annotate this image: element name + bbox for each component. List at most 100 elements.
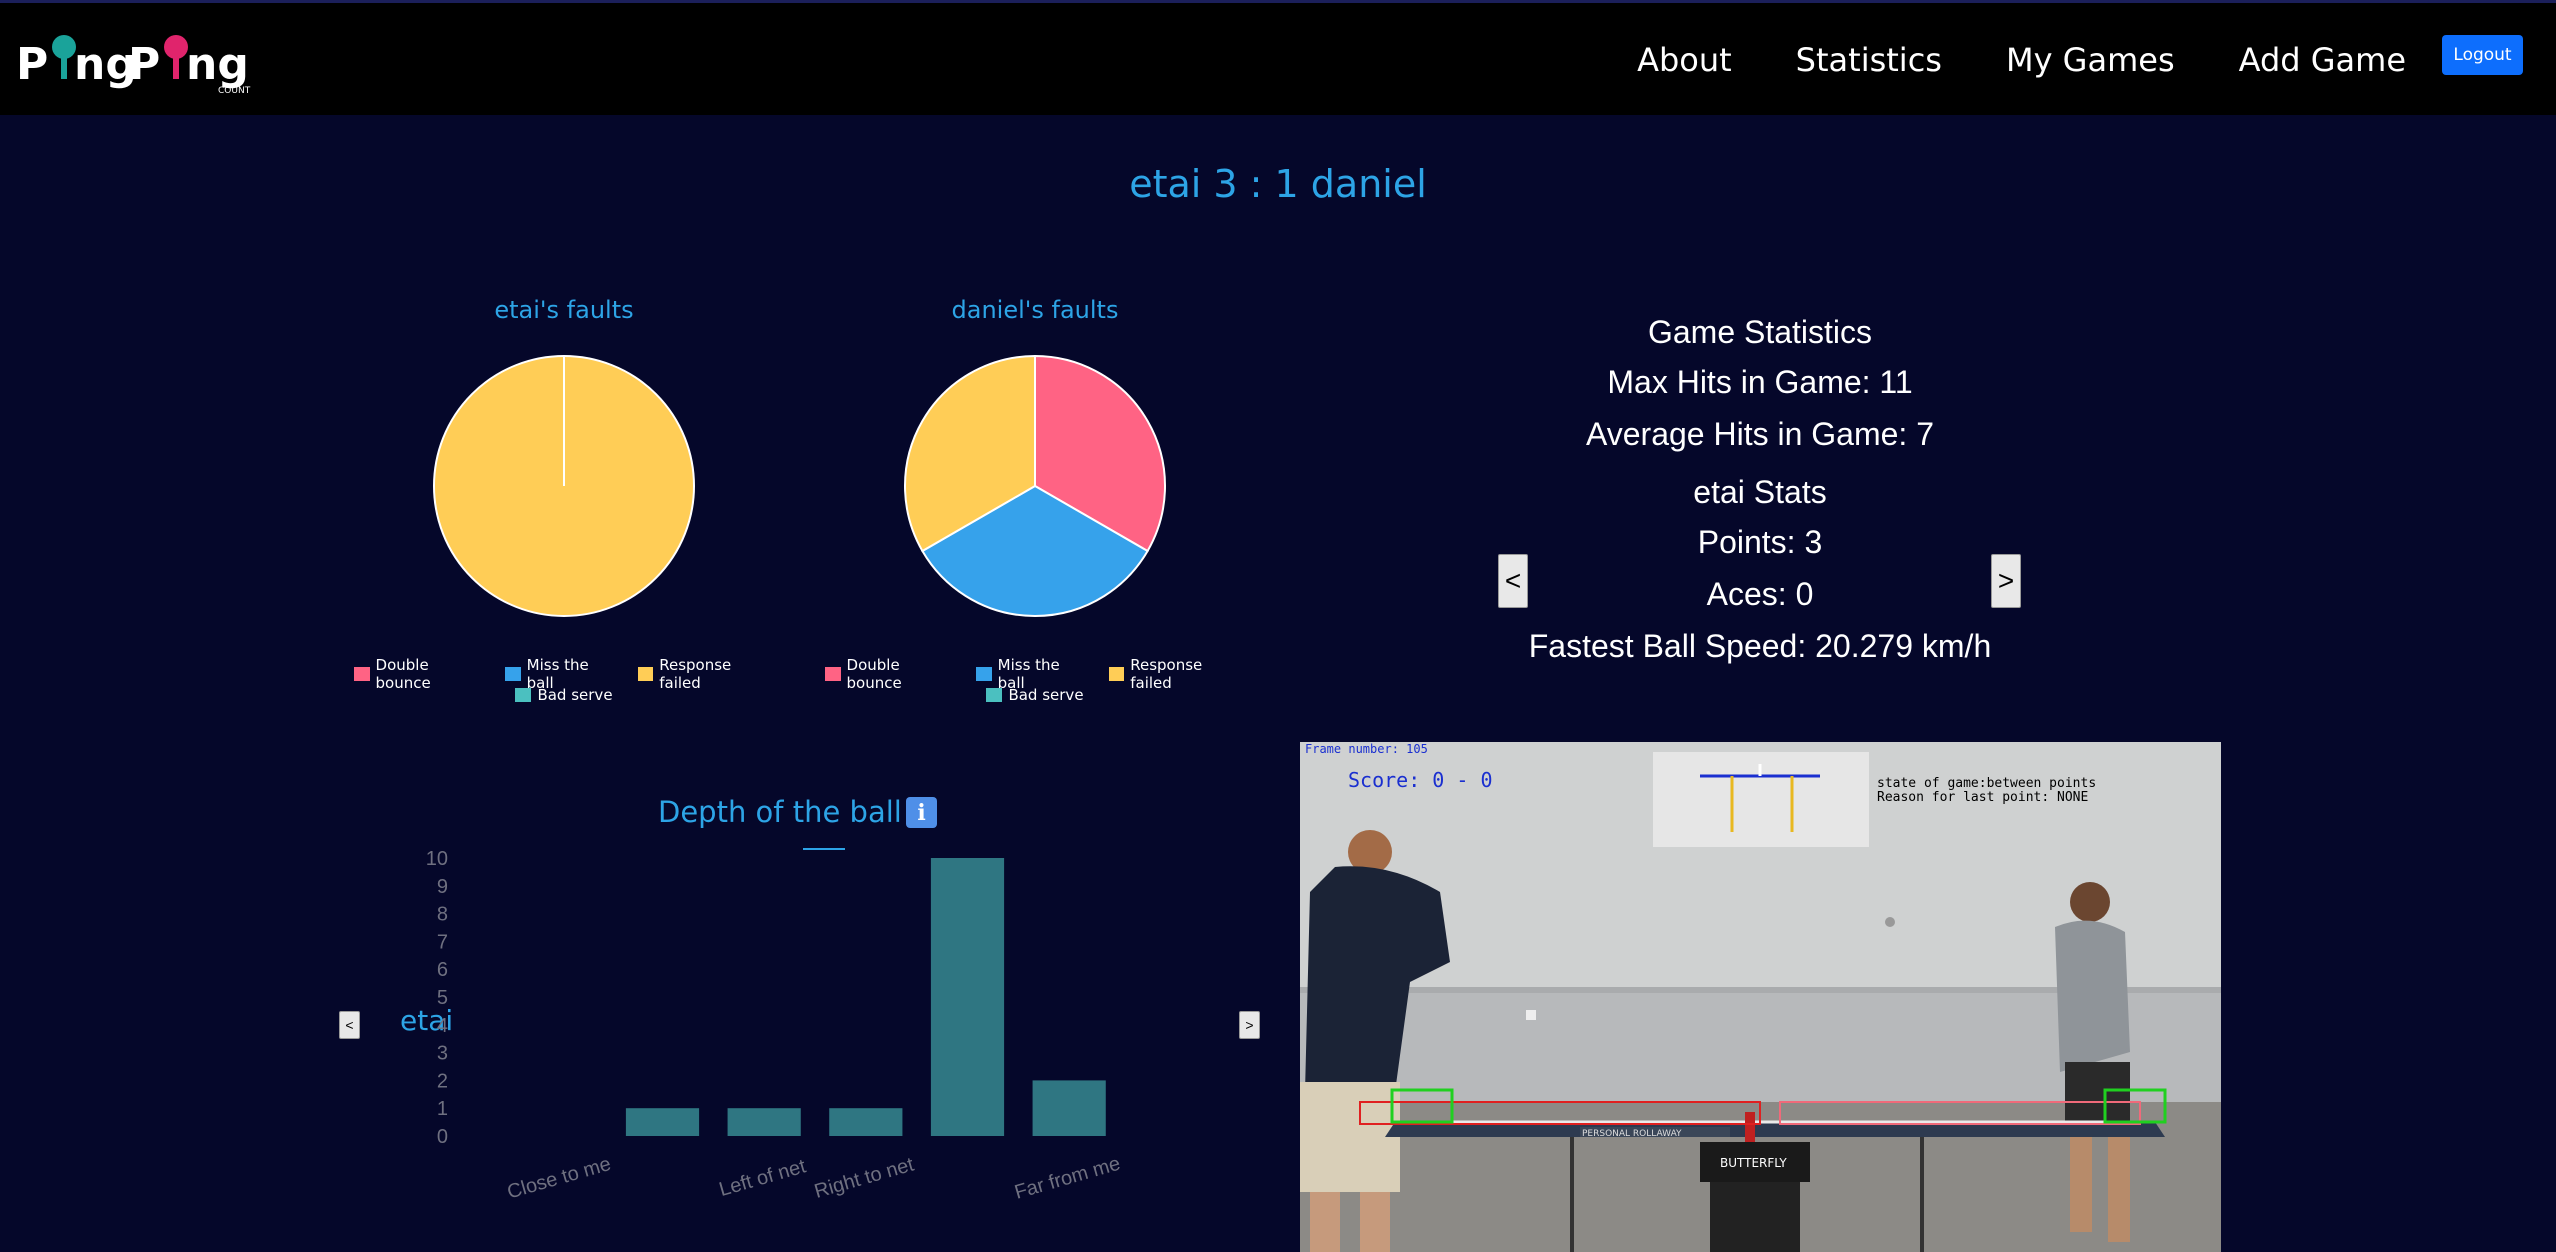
depth-bar[interactable]	[930, 858, 1005, 1136]
stats-heading: Game Statistics	[1647, 314, 1873, 350]
legend-label: Response failed	[1130, 656, 1203, 692]
legend-label: Bad serve	[1008, 686, 1084, 704]
table-leg	[1920, 1137, 1924, 1252]
y-tick-label: 6	[437, 959, 448, 981]
player-left-leg	[1360, 1192, 1390, 1252]
legend-response-failed[interactable]: Response failed	[637, 656, 774, 692]
pie-legend-row-2: Bad serve	[825, 686, 1245, 704]
player-stats-heading: etai Stats	[1693, 474, 1827, 510]
pie-slice-response-failed[interactable]	[904, 354, 1036, 553]
video-still: Frame number: 105 Score: 0 - 0 state of …	[1300, 742, 2221, 1252]
daniel-faults-chart: daniel's faults Double bounce Miss the b…	[825, 296, 1245, 716]
stat-average-hits: Average Hits in Game: 7	[1585, 416, 1934, 452]
pie-title: daniel's faults	[951, 296, 1119, 324]
table-banner-text: PERSONAL ROLLAWAY	[1582, 1129, 1682, 1139]
depth-chart-title: Depth of the ball	[658, 795, 902, 829]
x-tick-label: Left of net	[717, 1155, 809, 1201]
legend-double-bounce[interactable]: Double bounce	[354, 656, 485, 692]
stat-max-hits: Max Hits in Game: 11	[1607, 364, 1913, 400]
pie-chart-etai[interactable]	[354, 336, 774, 636]
wall-stripe	[1300, 987, 2221, 993]
depth-next-player-button[interactable]: >	[1239, 1011, 1260, 1039]
logout-button[interactable]: Logout	[2442, 35, 2523, 75]
y-tick-label: 9	[437, 876, 448, 898]
depth-bar[interactable]	[1032, 1080, 1106, 1136]
logo-graphic: P ng P ng COUNT	[16, 35, 251, 96]
pie-legend-row-2: Bad serve	[354, 686, 774, 704]
legend-swatch	[505, 667, 521, 681]
nav-statistics[interactable]: Statistics	[1795, 41, 1942, 79]
stat-fastest-ball-speed: Fastest Ball Speed: 20.279 km/h	[1528, 628, 1992, 664]
nav-add-game[interactable]: Add Game	[2238, 41, 2406, 79]
pie-slice-double-bounce[interactable]	[1034, 354, 1166, 553]
player-right-leg	[2070, 1132, 2092, 1232]
stats-next-player-button[interactable]: >	[1991, 554, 2021, 608]
title-underline	[803, 848, 845, 850]
navbar: P ng P ng COUNT About Statistics My Game…	[0, 3, 2556, 115]
frame-number-text: Frame number: 105	[1305, 742, 1428, 756]
nav-about[interactable]: About	[1637, 41, 1732, 79]
depth-prev-player-button[interactable]: <	[339, 1011, 360, 1039]
depth-bar[interactable]	[829, 1108, 903, 1136]
legend-bad-serve[interactable]: Bad serve	[515, 686, 613, 704]
x-tick-label: Close to me	[505, 1153, 614, 1204]
legend-label: Miss the ball	[997, 656, 1060, 692]
depth-bar[interactable]	[625, 1108, 700, 1136]
legend-swatch	[986, 688, 1003, 702]
stats-prev-player-button[interactable]: <	[1498, 554, 1528, 608]
game-state-text: state of game:between points	[1877, 776, 2096, 791]
legend-label: Miss the ball	[526, 656, 589, 692]
logo-subtext: COUNT	[218, 86, 251, 96]
stat-aces: Aces: 0	[1706, 576, 1814, 612]
wall-fixture	[1885, 917, 1895, 927]
game-video-frame[interactable]: Frame number: 105 Score: 0 - 0 state of …	[1300, 742, 2221, 1252]
legend-label: Double bounce	[846, 656, 902, 692]
legend-swatch	[976, 667, 992, 681]
table-banner	[1580, 1127, 1730, 1137]
legend-swatch	[825, 667, 841, 681]
y-tick-label: 1	[437, 1098, 448, 1120]
video-score-text: Score: 0 - 0	[1348, 768, 1493, 792]
y-tick-label: 4	[437, 1015, 448, 1037]
legend-miss-the-ball[interactable]: Miss the ball	[976, 656, 1089, 692]
player-right-shirt	[2055, 920, 2130, 1072]
depth-bar[interactable]	[727, 1108, 801, 1136]
page-top-border	[0, 0, 2556, 3]
y-tick-label: 7	[437, 931, 448, 953]
legend-response-failed[interactable]: Response failed	[1108, 656, 1245, 692]
legend-bad-serve[interactable]: Bad serve	[986, 686, 1084, 704]
y-tick-label: 0	[437, 1126, 448, 1148]
legend-miss-the-ball[interactable]: Miss the ball	[505, 656, 618, 692]
depth-player-name: etai	[400, 1004, 454, 1037]
x-tick-label: Far from me	[1012, 1153, 1123, 1204]
info-icon[interactable]: i	[906, 797, 937, 828]
robot-base	[1710, 1182, 1800, 1252]
game-score-title: etai 3 : 1 daniel	[1129, 162, 1427, 206]
robot-brand-text: BUTTERFLY	[1720, 1156, 1787, 1170]
legend-double-bounce[interactable]: Double bounce	[825, 656, 956, 692]
detection-left-half	[1359, 1101, 1761, 1125]
legend-swatch	[354, 667, 370, 681]
wall-socket	[1526, 1010, 1536, 1020]
legend-label: Response failed	[659, 656, 732, 692]
depth-bar-chart: 0 1 2 3 4 5 6 7 8 9 10 Close to me Left of net Right …	[426, 848, 1123, 1204]
robot-top	[1745, 1112, 1755, 1142]
robot-box	[1700, 1142, 1810, 1182]
player-right-head	[2070, 882, 2110, 922]
svg-text:P: P	[128, 39, 160, 90]
pie-legend-row-1: Double bounce Miss the ball Response fai…	[825, 656, 1245, 692]
pie-slice-miss-the-ball[interactable]	[921, 484, 1149, 617]
pingpong-logo[interactable]: P ng P ng COUNT	[16, 27, 256, 97]
player-right-leg	[2108, 1132, 2130, 1242]
nav-my-games[interactable]: My Games	[2005, 41, 2175, 79]
game-statistics-panel: Game Statistics Max Hits in Game: 11 Ave…	[1450, 316, 2070, 682]
player-right-shorts	[2065, 1062, 2130, 1132]
pie-chart-daniel[interactable]	[825, 336, 1245, 636]
detection-zone-right	[2103, 1088, 2167, 1124]
nav-links: About Statistics My Games Add Game	[1637, 35, 2406, 85]
legend-swatch	[637, 667, 654, 681]
y-tick-label: 8	[437, 904, 448, 926]
pie-legend-row-1: Double bounce Miss the ball Response fai…	[354, 656, 774, 692]
y-tick-label: 2	[437, 1070, 448, 1092]
y-tick-label: 3	[437, 1043, 448, 1065]
